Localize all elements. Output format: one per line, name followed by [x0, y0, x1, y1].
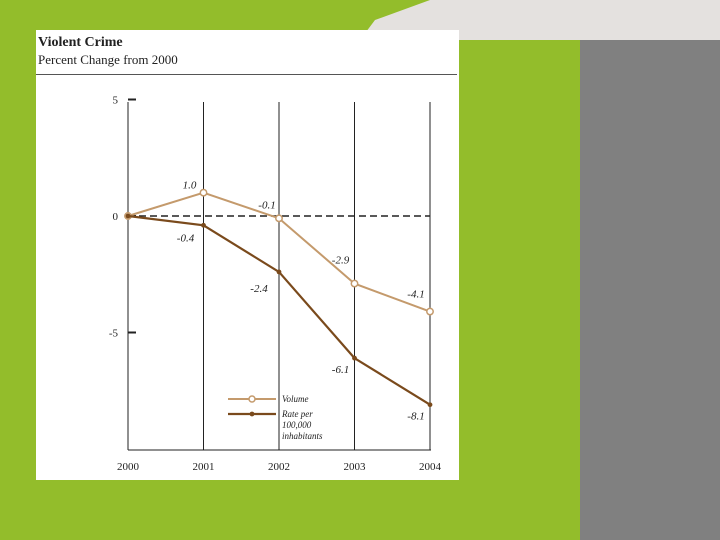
title-divider	[36, 74, 457, 75]
chart-panel: Violent Crime Percent Change from 2000 5…	[36, 30, 459, 480]
volume-data-label: -2.9	[332, 255, 350, 267]
volume-data-label: 1.0	[183, 180, 197, 192]
line-chart: 5 0 -5 2000 2001 2002 2003 2004 1.0 -0.1 -2.9 -4.1 -…	[109, 95, 442, 474]
rate-point-2002	[276, 269, 282, 275]
volume-data-label: -4.1	[407, 289, 424, 301]
rate-data-label: -6.1	[332, 364, 349, 376]
y-tick-label: -5	[109, 328, 119, 340]
chart-title: Violent Crime	[38, 35, 123, 50]
volume-point-2004	[426, 307, 434, 316]
legend-rate-label: 100,000	[282, 420, 312, 430]
legend-volume-label: Volume	[282, 394, 309, 404]
legend-rate-marker	[249, 411, 255, 417]
legend-volume-marker	[248, 395, 256, 403]
volume-point-2003	[350, 279, 359, 288]
rate-point-2000	[125, 213, 131, 219]
x-tick-label-2004: 2004	[419, 461, 442, 473]
y-tick-label: 5	[113, 95, 119, 107]
y-tick-label: 0	[113, 211, 119, 223]
legend-rate-label: Rate per	[281, 409, 313, 419]
x-tick-label-2003: 2003	[344, 461, 367, 473]
rate-data-label: -0.4	[177, 232, 195, 244]
x-tick-label-2002: 2002	[268, 461, 290, 473]
x-tick-label-2001: 2001	[193, 461, 215, 473]
side-gray-panel	[580, 40, 720, 540]
rate-point-2001	[201, 222, 206, 228]
rate-point-2003	[352, 355, 357, 361]
chart-subtitle: Percent Change from 2000	[38, 52, 178, 67]
volume-point-2001	[199, 188, 208, 197]
rate-point-2004	[427, 402, 433, 408]
volume-point-2002	[275, 214, 283, 223]
volume-data-label: -0.1	[258, 199, 275, 211]
x-tick-label-2000: 2000	[117, 461, 140, 473]
rate-data-label: -2.4	[250, 283, 268, 295]
legend-rate-label: inhabitants	[282, 431, 323, 441]
rate-data-label: -8.1	[407, 411, 424, 423]
